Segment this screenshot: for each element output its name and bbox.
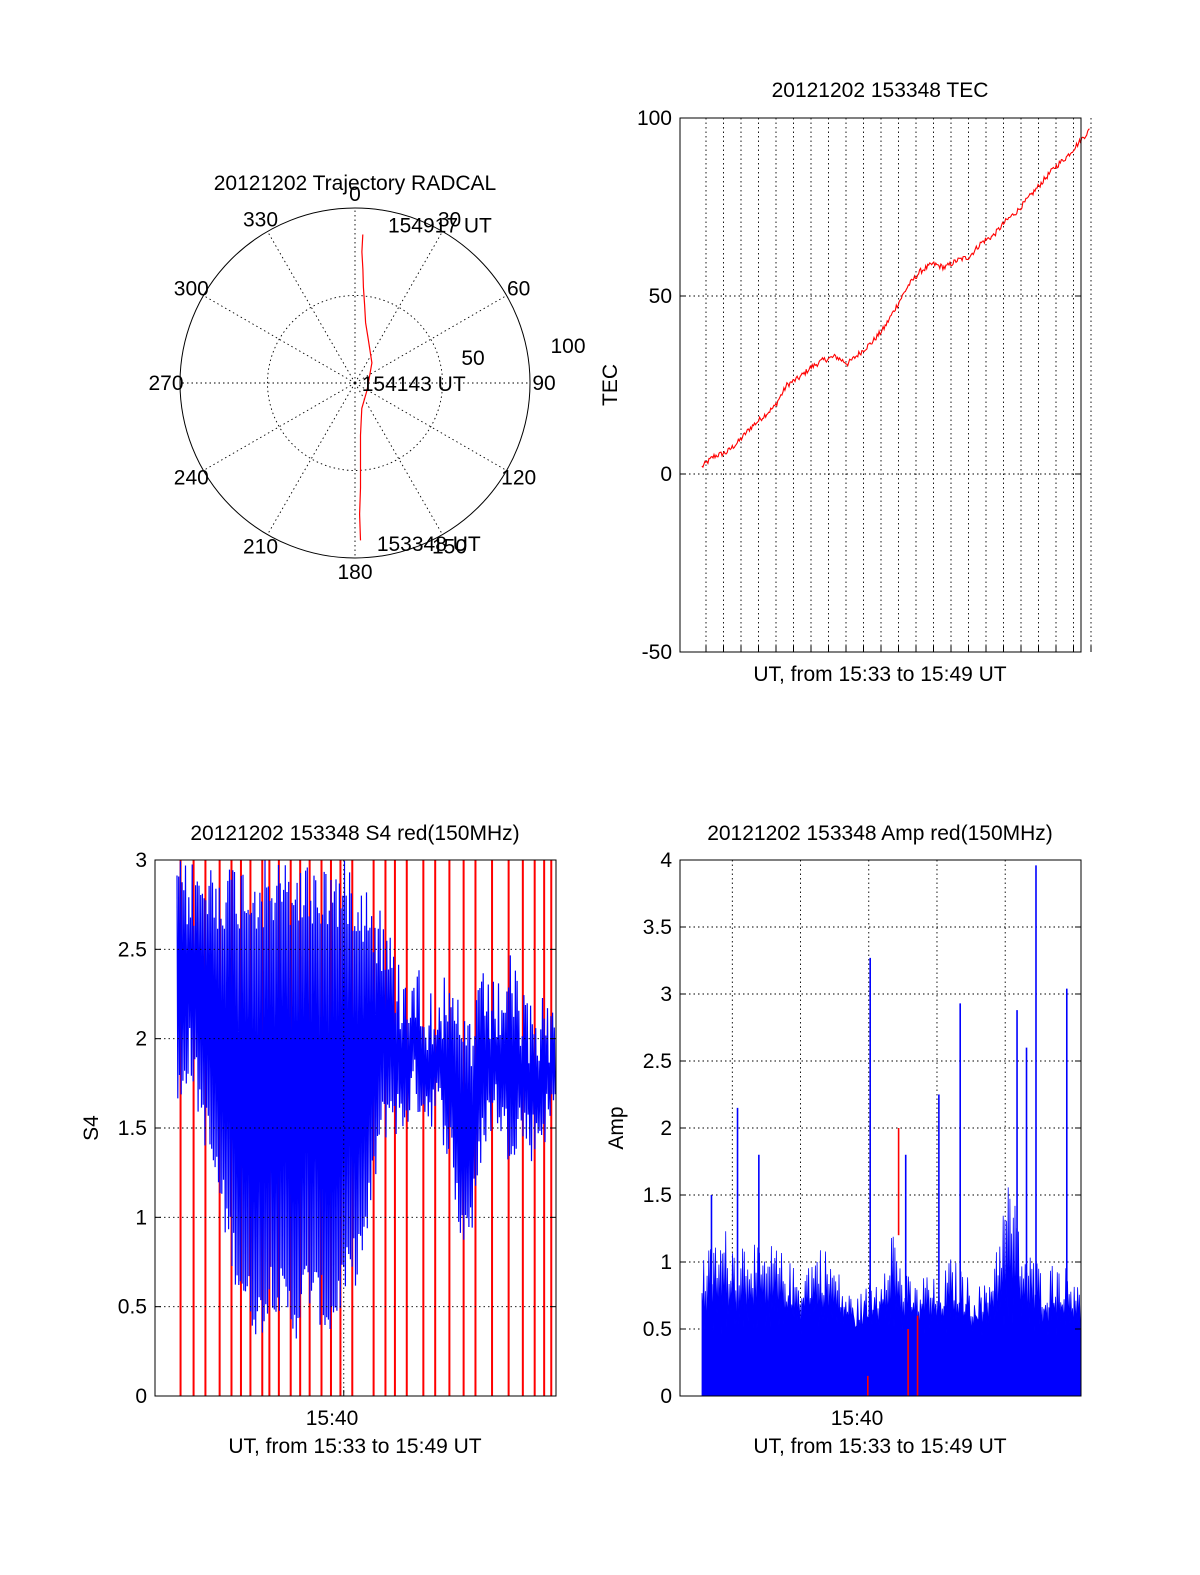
polar-radial-label: 50 — [461, 347, 484, 370]
polar-angle-label: 150 — [432, 536, 467, 559]
tec-yticks: -50 0 50 100 — [637, 107, 1081, 664]
s4-ytick-label: 1 — [135, 1206, 147, 1229]
tec-series — [701, 128, 1090, 469]
polar-radial-labels: 50 100 — [461, 335, 585, 370]
polar-annotations: 154917 UT 154143 UT 153348 UT — [362, 214, 492, 556]
s4-title: 20121202 153348 S4 red(150MHz) — [190, 822, 519, 845]
polar-angle-label: 30 — [438, 208, 461, 231]
amp-ytick-label: 0 — [660, 1385, 672, 1408]
tec-grid — [680, 117, 1092, 653]
tec-plot-frame — [679, 117, 1082, 653]
polar-grid — [180, 208, 530, 558]
s4-ytick-label: 3 — [135, 849, 147, 872]
s4-xtick-label: 15:40 — [306, 1407, 359, 1430]
amp-ytick-label: 2 — [660, 1117, 672, 1140]
amp-title: 20121202 153348 Amp red(150MHz) — [707, 822, 1053, 845]
amp-blue-fill — [701, 1187, 1082, 1397]
polar-grid-ring — [267, 295, 443, 471]
amp-ytick-label: 0.5 — [643, 1318, 672, 1341]
polar-angle-label: 180 — [337, 561, 372, 584]
polar-trajectory-line — [358, 234, 373, 541]
amp-ytick-label: 1.5 — [643, 1184, 672, 1207]
s4-ylabel: S4 — [80, 1115, 103, 1141]
s4-xlabel: UT, from 15:33 to 15:49 UT — [228, 1435, 481, 1458]
tec-ytick-label: 50 — [649, 285, 672, 308]
s4-blue-line — [176, 860, 556, 1339]
tec-ylabel: TEC — [599, 364, 622, 406]
amp-ytick-label: 1 — [660, 1251, 672, 1274]
polar-angle-label: 270 — [148, 372, 183, 395]
polar-angle-label: 210 — [243, 536, 278, 559]
amp-xtick-label: 15:40 — [831, 1407, 884, 1430]
polar-angle-label: 240 — [174, 467, 209, 490]
amp-chart: 20121202 153348 Amp red(150MHz) 0 0.5 1 1.5… — [605, 822, 1082, 1458]
polar-series — [358, 234, 373, 541]
polar-angle-label: 300 — [174, 278, 209, 301]
s4-chart: 20121202 153348 S4 red(150MHz) 0 0.5 1 1.5 2… — [80, 822, 557, 1458]
polar-outer-circle — [179, 207, 531, 559]
polar-angle-label: 120 — [501, 467, 536, 490]
tec-ytick-label: -50 — [642, 641, 672, 664]
amp-yticks: 0 0.5 1 1.5 2 2.5 3 3.5 4 — [643, 849, 1081, 1408]
tec-ytick-label: 100 — [637, 107, 672, 130]
amp-ytick-label: 2.5 — [643, 1050, 672, 1073]
tec-xlabel: UT, from 15:33 to 15:49 UT — [753, 663, 1006, 686]
tec-title: 20121202 153348 TEC — [772, 79, 989, 102]
tec-line — [701, 128, 1090, 469]
polar-angle-label: 90 — [532, 372, 555, 395]
amp-ytick-label: 3 — [660, 983, 672, 1006]
polar-angle-labels: 0 30 60 90 120 150 180 210 240 270 300 330 — [148, 183, 555, 584]
polar-angle-label: 60 — [507, 278, 530, 301]
polar-annotation: 153348 UT — [377, 533, 481, 556]
tec-ytick-label: 0 — [660, 463, 672, 486]
s4-ytick-label: 0 — [135, 1385, 147, 1408]
tec-chart: 20121202 153348 TEC -50 0 50 100 TEC UT, fr… — [599, 79, 1092, 686]
amp-ytick-label: 3.5 — [643, 916, 672, 939]
polar-angle-label: 0 — [349, 183, 361, 206]
polar-chart: 20121202 Trajectory RADCAL 0 30 60 90 120 150… — [148, 172, 585, 584]
polar-annotation: 154143 UT — [362, 373, 466, 396]
s4-yticks: 0 0.5 1 1.5 2 2.5 3 — [118, 849, 556, 1408]
s4-ytick-label: 2 — [135, 1028, 147, 1051]
s4-ytick-label: 0.5 — [118, 1296, 147, 1319]
polar-angle-label: 330 — [243, 208, 278, 231]
polar-radial-label: 100 — [550, 335, 585, 358]
amp-ylabel: Amp — [605, 1106, 628, 1149]
s4-ytick-label: 2.5 — [118, 938, 147, 961]
amp-ytick-label: 4 — [660, 849, 672, 872]
polar-title: 20121202 Trajectory RADCAL — [214, 172, 497, 195]
s4-ytick-label: 1.5 — [118, 1117, 147, 1140]
amp-series — [701, 865, 1082, 1397]
polar-annotation: 154917 UT — [388, 214, 492, 237]
amp-xlabel: UT, from 15:33 to 15:49 UT — [753, 1435, 1006, 1458]
